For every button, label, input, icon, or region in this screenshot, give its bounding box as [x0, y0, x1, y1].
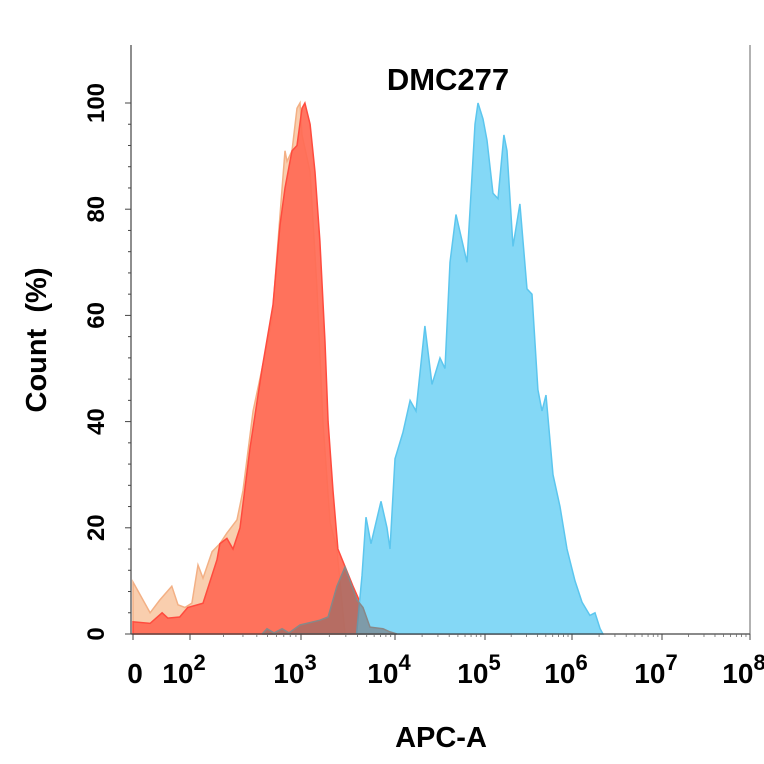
y-axis-label: Count (%)	[21, 268, 53, 413]
y-tick-label: 20	[83, 514, 110, 541]
axes	[125, 45, 751, 640]
x-tick-label: 103	[273, 650, 316, 689]
y-tick-labels: 0 20 40 60 80 100	[83, 83, 110, 641]
x-tick-labels: 0 102 103 104 105 106 107 108	[127, 650, 764, 689]
x-tick-label: 102	[162, 650, 205, 689]
y-tick-label: 60	[83, 302, 110, 329]
y-tick-label: 0	[83, 627, 110, 640]
y-tick-label: 100	[83, 83, 110, 123]
x-tick-label: 107	[634, 650, 677, 689]
x-tick-label: 106	[544, 650, 587, 689]
histogram-series-4	[261, 565, 398, 635]
chart-title: DMC277	[387, 62, 509, 97]
x-axis-label: APC-A	[395, 722, 487, 754]
y-tick-label: 40	[83, 408, 110, 435]
x-tick-label: 0	[127, 658, 143, 689]
histogram-series-3	[355, 102, 605, 635]
x-tick-label: 105	[457, 650, 500, 689]
series-layer	[132, 100, 605, 635]
x-tick-label: 104	[367, 650, 411, 689]
x-tick-label: 108	[722, 650, 764, 689]
y-tick-label: 80	[83, 196, 110, 223]
